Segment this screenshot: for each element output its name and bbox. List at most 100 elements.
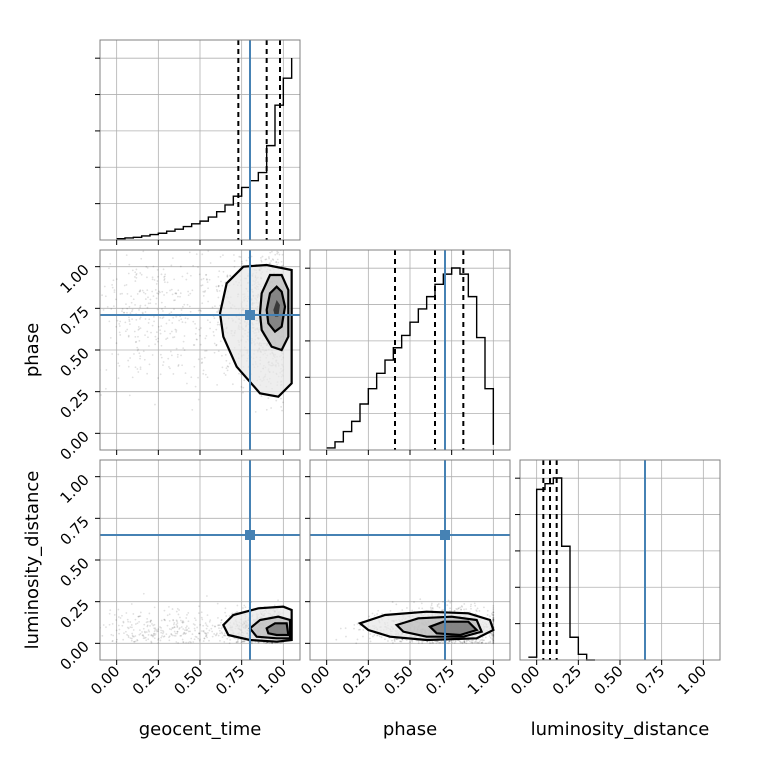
sample-point (492, 621, 495, 623)
sample-point (492, 635, 495, 638)
sample-point (181, 364, 184, 367)
sample-point (141, 289, 144, 292)
sample-point (201, 630, 203, 632)
sample-point (260, 256, 262, 259)
sample-point (147, 336, 149, 339)
sample-point (204, 350, 206, 352)
sample-point (165, 291, 168, 294)
sample-point (106, 305, 109, 308)
sample-point (131, 626, 133, 629)
sample-point (115, 629, 118, 632)
sample-point (102, 624, 105, 626)
sample-point (174, 635, 177, 637)
sample-point (151, 290, 154, 293)
sample-point (175, 623, 178, 626)
sample-point (159, 316, 162, 319)
sample-point (159, 373, 162, 376)
sample-point (151, 324, 154, 327)
sample-point (179, 634, 182, 637)
sample-point (218, 270, 221, 273)
sample-point (460, 608, 463, 611)
sample-point (168, 639, 171, 642)
sample-point (117, 616, 120, 618)
sample-point (135, 272, 138, 275)
sample-point (481, 641, 484, 644)
sample-point (147, 634, 150, 636)
sample-point (463, 640, 466, 643)
sample-point (163, 279, 166, 281)
sample-point (176, 626, 179, 629)
sample-point (156, 268, 159, 271)
sample-point (270, 260, 273, 262)
sample-point (119, 617, 122, 619)
xtick-label-phase: 0.00 (297, 662, 333, 698)
sample-point (210, 627, 213, 630)
sample-point (194, 629, 196, 632)
sample-point (218, 323, 221, 326)
sample-point (173, 621, 176, 624)
sample-point (454, 640, 457, 643)
sample-point (134, 640, 137, 643)
sample-point (130, 295, 133, 298)
xlabel-luminosity-distance: luminosity_distance (531, 719, 710, 740)
sample-point (492, 636, 495, 639)
sample-point (387, 640, 389, 642)
sample-point (145, 621, 148, 624)
sample-point (170, 330, 173, 333)
sample-point (430, 604, 433, 607)
sample-point (155, 338, 158, 341)
sample-point (278, 234, 280, 236)
xtick-label-geocent-time: 0.50 (170, 662, 206, 698)
sample-point (221, 626, 224, 629)
sample-point (168, 628, 171, 630)
sample-point (156, 280, 159, 282)
hist-geocent-time (116, 58, 293, 240)
sample-point (192, 344, 195, 346)
sample-point (127, 334, 130, 337)
sample-point (373, 614, 376, 617)
sample-point (208, 620, 211, 623)
sample-point (142, 634, 144, 637)
sample-point (224, 374, 227, 376)
sample-point (144, 636, 147, 639)
sample-point (129, 357, 132, 359)
sample-point (137, 328, 140, 331)
sample-point (357, 628, 360, 631)
sample-point (428, 640, 431, 643)
sample-point (152, 265, 155, 268)
sample-point (144, 334, 146, 337)
sample-point (282, 401, 284, 404)
sample-point (190, 641, 192, 644)
sample-point (147, 322, 150, 324)
panel-hist-dl (519, 459, 721, 661)
sample-point (202, 630, 205, 633)
sample-point (138, 352, 141, 355)
sample-point (244, 606, 247, 609)
sample-point (275, 243, 277, 245)
sample-point (206, 595, 208, 597)
sample-point (176, 620, 178, 623)
sample-point (481, 636, 484, 639)
sample-point (492, 631, 495, 634)
sample-point (122, 620, 125, 623)
sample-point (229, 274, 231, 277)
truth-marker (245, 530, 255, 540)
sample-point (94, 278, 96, 280)
sample-point (170, 354, 173, 357)
sample-point (435, 642, 438, 644)
sample-point (141, 631, 143, 633)
sample-point (118, 628, 121, 631)
sample-point (160, 629, 162, 632)
sample-point (175, 292, 178, 295)
sample-point (492, 642, 495, 644)
sample-point (233, 265, 236, 268)
sample-point (193, 624, 196, 626)
sample-point (473, 641, 476, 644)
sample-point (154, 633, 157, 635)
sample-point (125, 630, 127, 633)
sample-point (133, 640, 136, 643)
sample-point (126, 633, 128, 636)
sample-point (154, 343, 157, 346)
sample-point (197, 376, 199, 379)
sample-point (219, 632, 222, 635)
